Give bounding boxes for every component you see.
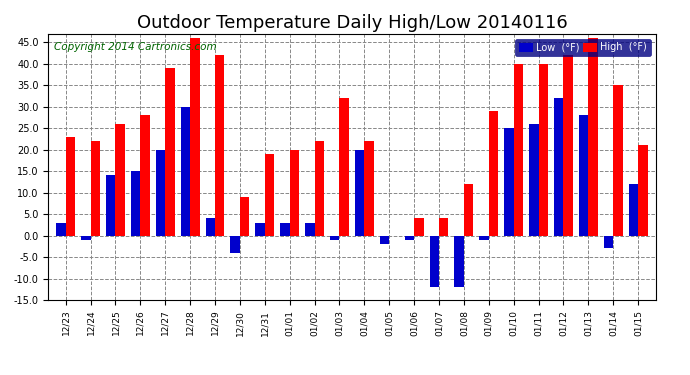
Bar	[554, 98, 564, 236]
Bar	[513, 64, 523, 236]
Bar	[564, 55, 573, 236]
Bar	[604, 236, 613, 249]
Bar	[206, 218, 215, 236]
Bar	[464, 184, 473, 236]
Bar	[81, 236, 90, 240]
Bar	[240, 197, 249, 236]
Bar	[480, 236, 489, 240]
Text: Copyright 2014 Cartronics.com: Copyright 2014 Cartronics.com	[55, 42, 217, 52]
Bar	[629, 184, 638, 236]
Bar	[131, 171, 140, 236]
Bar	[364, 141, 374, 236]
Bar	[439, 218, 449, 236]
Bar	[140, 116, 150, 236]
Bar	[589, 38, 598, 236]
Bar	[230, 236, 240, 253]
Bar	[66, 137, 75, 236]
Bar	[106, 176, 115, 236]
Bar	[455, 236, 464, 287]
Bar	[538, 64, 548, 236]
Title: Outdoor Temperature Daily High/Low 20140116: Outdoor Temperature Daily High/Low 20140…	[137, 14, 567, 32]
Bar	[181, 107, 190, 236]
Bar	[380, 236, 389, 244]
Bar	[613, 85, 622, 236]
Bar	[166, 68, 175, 236]
Bar	[330, 236, 339, 240]
Bar	[255, 223, 265, 236]
Bar	[280, 223, 290, 236]
Bar	[190, 38, 199, 236]
Bar	[504, 128, 513, 236]
Bar	[529, 124, 538, 236]
Bar	[579, 116, 589, 236]
Bar	[315, 141, 324, 236]
Bar	[430, 236, 439, 287]
Bar	[404, 236, 414, 240]
Bar	[57, 223, 66, 236]
Bar	[414, 218, 424, 236]
Bar	[156, 150, 166, 236]
Bar	[489, 111, 498, 236]
Bar	[339, 98, 349, 236]
Bar	[115, 124, 125, 236]
Bar	[265, 154, 274, 236]
Bar	[215, 55, 224, 236]
Bar	[290, 150, 299, 236]
Bar	[355, 150, 364, 236]
Bar	[638, 146, 647, 236]
Bar	[305, 223, 315, 236]
Bar	[90, 141, 100, 236]
Legend: Low  (°F), High  (°F): Low (°F), High (°F)	[515, 39, 651, 56]
